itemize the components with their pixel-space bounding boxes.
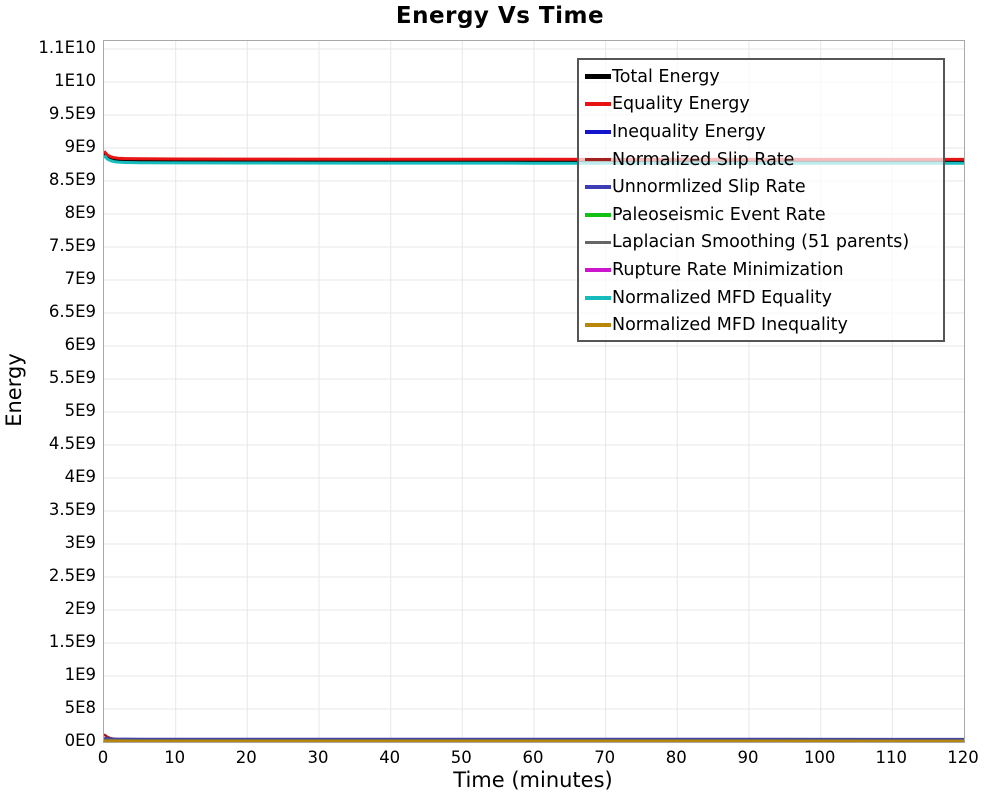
legend-label: Total Energy: [612, 66, 720, 87]
y-tick-label: 3.5E9: [48, 500, 96, 519]
x-tick-label: 50: [450, 748, 472, 767]
y-tick-label: 9E9: [64, 137, 96, 156]
x-tick-label: 120: [947, 748, 979, 767]
legend-swatch-inequality-energy: [585, 129, 611, 134]
y-tick-label: 4E9: [64, 467, 96, 486]
y-tick-label: 3E9: [64, 533, 96, 552]
legend-swatch-paleoseismic-event-rate: [585, 213, 611, 217]
x-tick-label: 20: [235, 748, 257, 767]
x-tick-label: 110: [875, 748, 908, 767]
legend-label: Normalized MFD Equality: [612, 287, 832, 308]
x-tick-label: 60: [522, 748, 544, 767]
x-tick-label: 100: [803, 748, 836, 767]
legend-label: Laplacian Smoothing (51 parents): [612, 232, 910, 253]
legend-label: Equality Energy: [612, 94, 750, 115]
legend-swatch-equality-energy: [585, 102, 611, 107]
y-tick-label: 7E9: [64, 269, 96, 288]
legend-swatch-laplacian-smoothing-51-parents: [585, 240, 611, 245]
legend-item-normalized-mfd-inequality: Normalized MFD Inequality: [585, 311, 943, 339]
plot-area: [103, 40, 965, 743]
y-tick-label: 6E9: [64, 335, 96, 354]
y-tick-label: 5.5E9: [48, 368, 96, 387]
legend-item-equality-energy: Equality Energy: [585, 91, 943, 119]
y-tick-label: 4.5E9: [48, 434, 96, 453]
y-tick-label: 1.5E9: [48, 632, 96, 651]
y-tick-label: 5E8: [64, 698, 96, 717]
legend-item-normalized-mfd-equality: Normalized MFD Equality: [585, 284, 943, 312]
legend-swatch-unnormlized-slip-rate: [585, 185, 611, 189]
legend-label: Normalized MFD Inequality: [612, 315, 848, 336]
x-tick-label: 30: [307, 748, 329, 767]
legend-swatch-normalized-mfd-inequality: [585, 323, 611, 327]
chart-canvas: [104, 41, 964, 742]
legend-label: Inequality Energy: [612, 121, 766, 142]
y-tick-label: 2.5E9: [48, 566, 96, 585]
y-tick-label: 2E9: [64, 599, 96, 618]
legend-label: Normalized Slip Rate: [612, 149, 795, 170]
x-tick-label: 40: [379, 748, 401, 767]
y-tick-label: 1.1E10: [38, 38, 96, 57]
y-tick-label: 1E10: [54, 71, 96, 90]
legend-item-inequality-energy: Inequality Energy: [585, 118, 943, 146]
chart-title: Energy Vs Time: [395, 3, 605, 29]
legend-item-paleoseismic-event-rate: Paleoseismic Event Rate: [585, 201, 943, 229]
x-tick-label: 70: [594, 748, 616, 767]
legend-item-unnormlized-slip-rate: Unnormlized Slip Rate: [585, 173, 943, 201]
x-tick-label: 10: [164, 748, 186, 767]
x-tick-label: 0: [97, 748, 109, 767]
y-tick-label: 0E0: [64, 731, 96, 750]
legend: Total Energy Equality Energy Inequality En…: [577, 58, 945, 342]
legend-item-total-energy: Total Energy: [585, 63, 943, 91]
x-tick-label: 80: [665, 748, 687, 767]
legend-swatch-normalized-mfd-equality: [585, 295, 611, 300]
legend-label: Rupture Rate Minimization: [612, 259, 844, 280]
legend-label: Unnormlized Slip Rate: [612, 177, 806, 198]
legend-item-laplacian-smoothing-51-parents: Laplacian Smoothing (51 parents): [585, 229, 943, 257]
y-tick-label: 8.5E9: [48, 170, 96, 189]
y-tick-label: 9.5E9: [48, 104, 96, 123]
legend-item-normalized-slip-rate: Normalized Slip Rate: [585, 146, 943, 174]
legend-item-rupture-rate-minimization: Rupture Rate Minimization: [585, 256, 943, 284]
legend-swatch-rupture-rate-minimization: [585, 268, 611, 272]
legend-swatch-normalized-slip-rate: [585, 157, 611, 162]
y-tick-label: 5E9: [64, 401, 96, 420]
y-tick-label: 6.5E9: [48, 302, 96, 321]
legend-swatch-total-energy: [585, 74, 611, 80]
x-tick-label: 90: [737, 748, 759, 767]
y-tick-label: 8E9: [64, 203, 96, 222]
legend-label: Paleoseismic Event Rate: [612, 204, 826, 225]
y-tick-label: 1E9: [64, 665, 96, 684]
x-axis-title: Time (minutes): [453, 768, 613, 792]
y-tick-label: 7.5E9: [48, 236, 96, 255]
